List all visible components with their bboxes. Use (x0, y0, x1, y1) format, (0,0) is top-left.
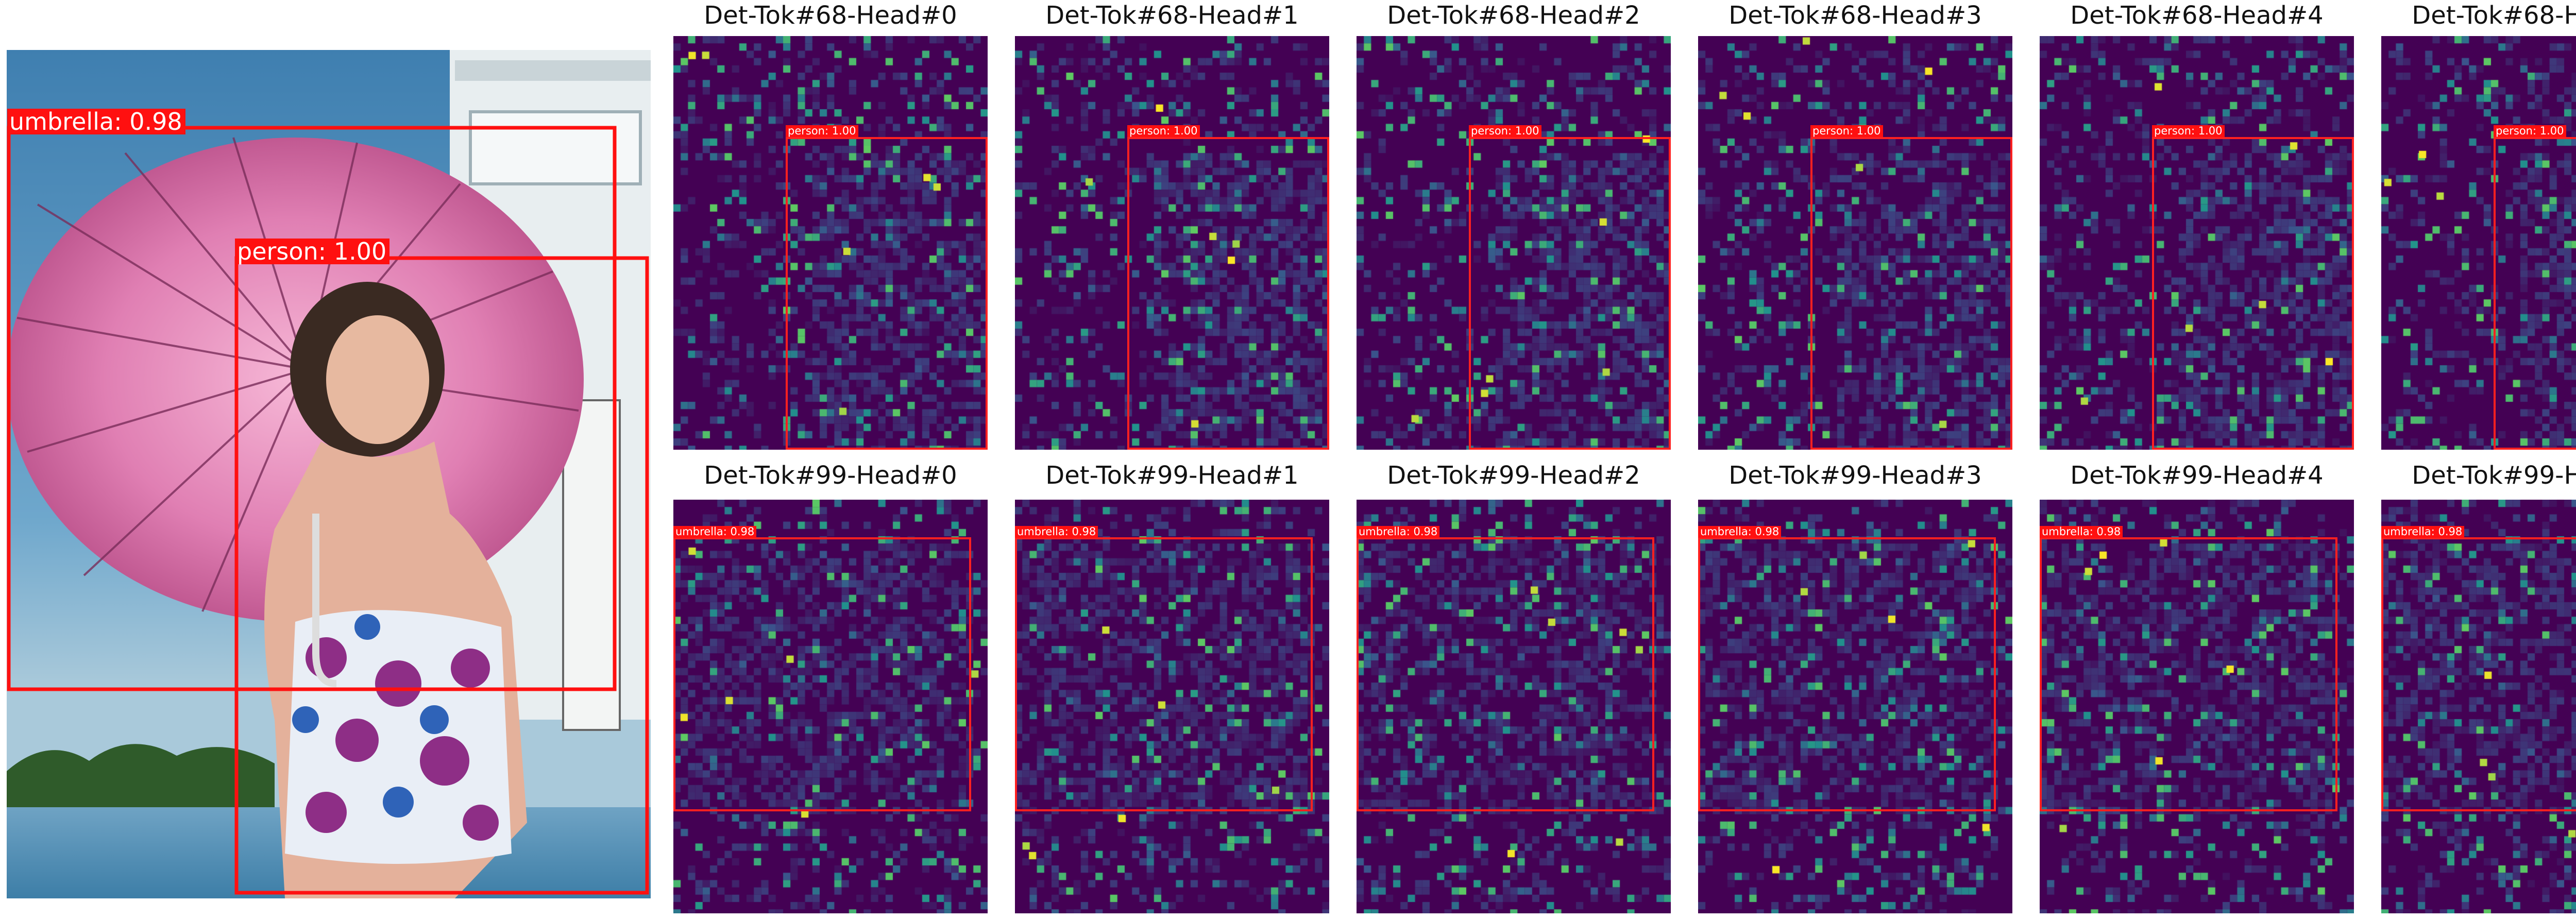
box-label: person: 1.00 (2152, 125, 2225, 137)
panel-title: Det-Tok#99-Head#2 (1387, 461, 1640, 490)
attention-map-tok68-head0: person: 1.00 (673, 36, 988, 450)
box-label: umbrella: 0.98 (1698, 526, 1782, 538)
umbrella-box (1015, 537, 1313, 811)
box-label: umbrella: 0.98 (2040, 526, 2123, 538)
person-box (2494, 137, 2576, 450)
umbrella-box (1357, 537, 1654, 811)
umbrella-detection-label: umbrella: 0.98 (7, 109, 185, 134)
panel-title: Det-Tok#68-Head#3 (1728, 1, 1982, 30)
attention-map-tok99-head3: umbrella: 0.98 (1698, 500, 2012, 913)
panel-title: Det-Tok#99-Head#5 (2412, 461, 2576, 490)
box-label: person: 1.00 (786, 125, 858, 137)
box-label: person: 1.00 (2494, 125, 2566, 137)
umbrella-box (673, 537, 971, 811)
attention-map-tok68-head4: person: 1.00 (2040, 36, 2354, 450)
panel-title: Det-Tok#99-Head#4 (2070, 461, 2324, 490)
panel-title: Det-Tok#68-Head#1 (1045, 1, 1299, 30)
box-label: umbrella: 0.98 (673, 526, 757, 538)
box-label: umbrella: 0.98 (2381, 526, 2465, 538)
box-label: person: 1.00 (1469, 125, 1541, 137)
person-box (1810, 137, 2012, 450)
panel-title: Det-Tok#99-Head#3 (1728, 461, 1982, 490)
panel-title: Det-Tok#99-Head#1 (1045, 461, 1299, 490)
box-label: person: 1.00 (1127, 125, 1200, 137)
attention-map-tok99-head1: umbrella: 0.98 (1015, 500, 1329, 913)
person-box (786, 137, 988, 450)
person-box (1127, 137, 1329, 450)
panel-title: Det-Tok#99-Head#0 (704, 461, 957, 490)
person-detection-label: person: 1.00 (235, 239, 390, 264)
panel-title: Det-Tok#68-Head#4 (2070, 1, 2324, 30)
person-box (2152, 137, 2354, 450)
panel-title: Det-Tok#68-Head#5 (2412, 1, 2576, 30)
umbrella-box (2381, 537, 2576, 811)
box-label: umbrella: 0.98 (1357, 526, 1440, 538)
attention-map-tok99-head0: umbrella: 0.98 (673, 500, 988, 913)
attention-map-tok68-head1: person: 1.00 (1015, 36, 1329, 450)
panel-title: Det-Tok#68-Head#2 (1387, 1, 1640, 30)
attention-map-tok99-head5: umbrella: 0.98 (2381, 500, 2576, 913)
box-label: umbrella: 0.98 (1015, 526, 1098, 538)
person-box (1469, 137, 1671, 450)
attention-map-tok99-head2: umbrella: 0.98 (1357, 500, 1671, 913)
box-label: person: 1.00 (1810, 125, 1883, 137)
umbrella-box (1698, 537, 1996, 811)
photo-detection-boxes (7, 126, 649, 895)
panel-title: Det-Tok#68-Head#0 (704, 1, 957, 30)
attention-map-tok68-head2: person: 1.00 (1357, 36, 1671, 450)
attention-map-tok68-head5: person: 1.00 (2381, 36, 2576, 450)
attention-map-tok99-head4: umbrella: 0.98 (2040, 500, 2354, 913)
umbrella-box (2040, 537, 2337, 811)
attention-map-tok68-head3: person: 1.00 (1698, 36, 2012, 450)
